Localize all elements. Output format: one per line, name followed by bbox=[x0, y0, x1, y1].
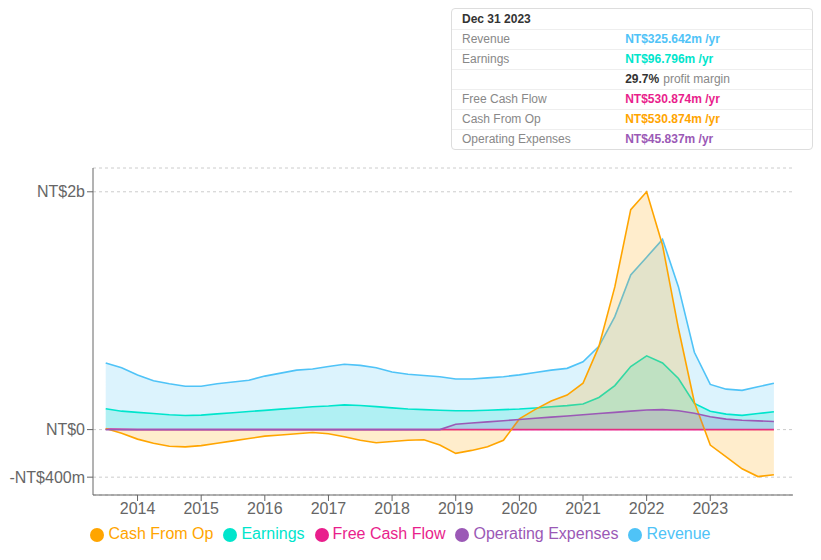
html-text:Cash From Op: Cash From Op bbox=[108, 525, 214, 542]
svg-text:2022: 2022 bbox=[629, 500, 665, 517]
html-text:NT$96.796m /yr: NT$96.796m /yr bbox=[625, 52, 714, 66]
html-text:NT$530.874m /yr: NT$530.874m /yr bbox=[625, 92, 720, 106]
html-text:Revenue: Revenue bbox=[462, 32, 510, 46]
html-text:Dec 31 2023: Dec 31 2023 bbox=[462, 12, 531, 26]
html-text:NT$530.874m /yr: NT$530.874m /yr bbox=[625, 112, 720, 126]
html-text:Operating Expenses: Operating Expenses bbox=[473, 525, 619, 542]
svg-text:2020: 2020 bbox=[502, 500, 538, 517]
html-text:Earnings: Earnings bbox=[462, 52, 510, 66]
svg-text:2018: 2018 bbox=[374, 500, 410, 517]
html-text:Free Cash Flow: Free Cash Flow bbox=[462, 92, 547, 106]
svg-text:2023: 2023 bbox=[692, 500, 728, 517]
html-text:Cash From Op: Cash From Op bbox=[462, 112, 541, 126]
html-text:Free Cash Flow: Free Cash Flow bbox=[332, 525, 446, 542]
svg-text:2014: 2014 bbox=[120, 500, 156, 517]
svg-text:NT$2b: NT$2b bbox=[37, 183, 85, 200]
svg-text:2021: 2021 bbox=[565, 500, 601, 517]
html-text:Operating Expenses: Operating Expenses bbox=[462, 132, 571, 146]
svg-text:2017: 2017 bbox=[311, 500, 347, 517]
html-text:Earnings: Earnings bbox=[241, 525, 305, 542]
html-text:Revenue: Revenue bbox=[646, 525, 711, 542]
svg-text:2019: 2019 bbox=[438, 500, 474, 517]
html-text:29.7% profit margin: 29.7% profit margin bbox=[625, 72, 730, 86]
svg-text:NT$0: NT$0 bbox=[46, 421, 85, 438]
svg-text:2015: 2015 bbox=[183, 500, 219, 517]
svg-text:-NT$400m: -NT$400m bbox=[9, 469, 85, 486]
html-text:NT$325.642m /yr: NT$325.642m /yr bbox=[625, 32, 720, 46]
svg-text:2016: 2016 bbox=[247, 500, 283, 517]
html-text:NT$45.837m /yr: NT$45.837m /yr bbox=[625, 132, 714, 146]
